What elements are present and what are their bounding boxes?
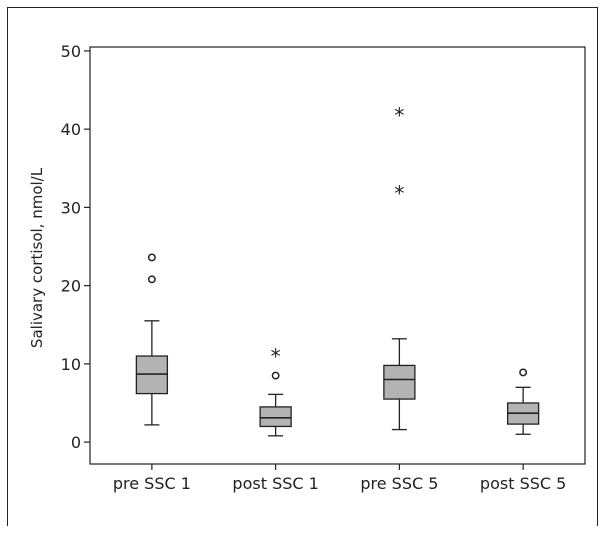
y-axis-label: Salivary cortisol, nmol/L — [28, 167, 46, 348]
box-pre-ssc-5: ** — [383, 104, 416, 431]
outlier-circle — [271, 371, 280, 380]
x-tick-label-pre-ssc-5: pre SSC 5 — [360, 474, 438, 493]
plot-area — [89, 46, 586, 465]
y-tick-label-40: 40 — [61, 120, 81, 139]
y-tick-label-20: 20 — [61, 277, 81, 296]
iqr-box — [259, 406, 292, 428]
boxes-group: *** — [135, 104, 540, 437]
x-tick-label-post-ssc-5: post SSC 5 — [480, 474, 566, 493]
x-tick-label-post-ssc-1: post SSC 1 — [232, 474, 318, 493]
figure-frame — [7, 7, 598, 526]
outlier-star: * — [271, 344, 281, 368]
outlier-circle — [147, 253, 156, 262]
outlier-star: * — [394, 182, 404, 206]
outlier-star: * — [394, 104, 404, 128]
y-axis: 0 10 20 30 40 50 — [61, 42, 90, 452]
y-tick-label-50: 50 — [61, 42, 81, 61]
y-tick-label-10: 10 — [61, 355, 81, 374]
box-pre-ssc-1 — [135, 253, 169, 426]
iqr-box — [383, 364, 416, 400]
outlier-circle — [519, 368, 528, 377]
y-tick-label-30: 30 — [61, 198, 81, 217]
box-post-ssc-1: * — [259, 344, 292, 437]
box-post-ssc-5 — [506, 368, 540, 435]
x-axis: pre SSC 1 post SSC 1 pre SSC 5 post SSC 5 — [113, 464, 566, 493]
x-tick-label-pre-ssc-1: pre SSC 1 — [113, 474, 191, 493]
outlier-circle — [147, 275, 156, 284]
y-tick-label-0: 0 — [71, 433, 81, 452]
